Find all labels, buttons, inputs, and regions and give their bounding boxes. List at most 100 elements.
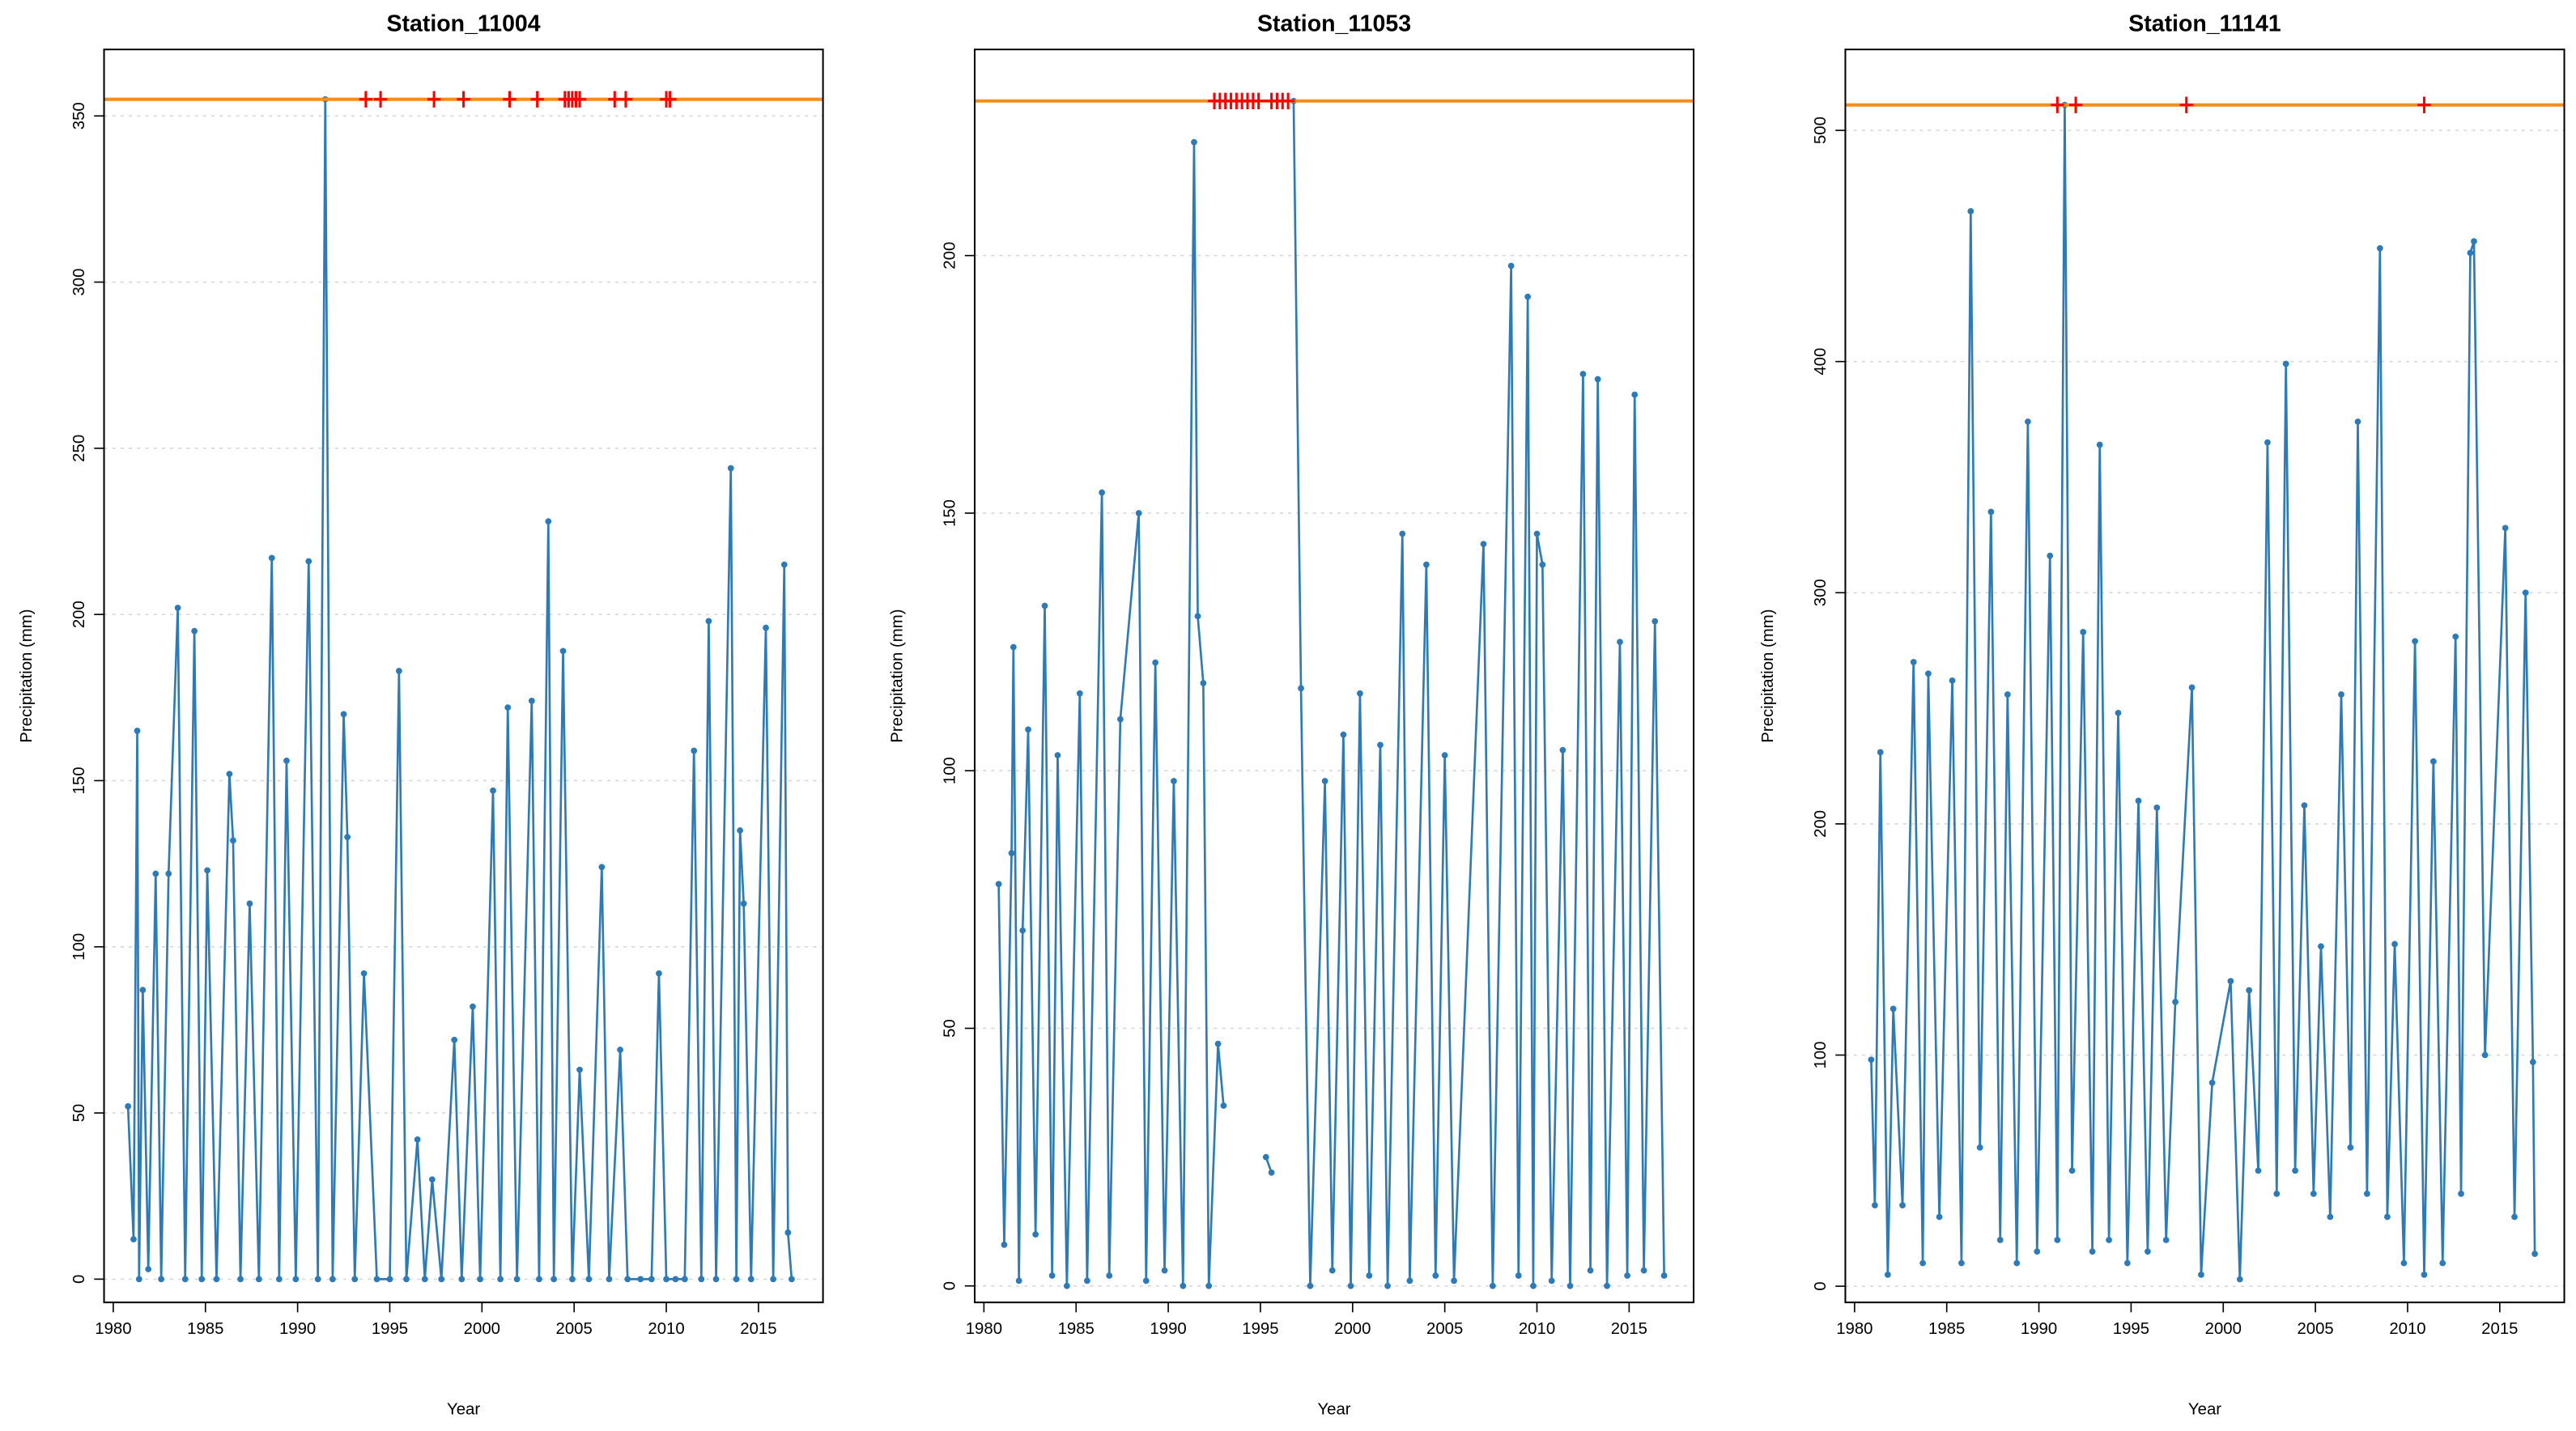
data-point [2452, 633, 2459, 640]
data-point [705, 618, 712, 625]
x-tick-label: 2015 [740, 1320, 776, 1338]
data-point [1489, 1282, 1496, 1289]
data-point [2153, 805, 2161, 811]
data-point [2264, 439, 2271, 446]
data-point [1877, 749, 1884, 756]
data-point [1889, 1005, 1897, 1013]
data-point [1010, 643, 1017, 651]
x-tick-label: 1990 [1150, 1320, 1186, 1338]
data-point [1660, 1272, 1668, 1279]
data-point [513, 1276, 521, 1283]
data-point [1868, 1056, 1875, 1064]
y-tick-label: 100 [1812, 1042, 1830, 1069]
y-tick-label: 150 [70, 766, 88, 794]
data-point [1566, 1282, 1574, 1289]
x-tick-label: 2015 [2481, 1320, 2518, 1338]
data-point [559, 648, 567, 655]
data-point [386, 1276, 393, 1283]
data-point [1191, 138, 1197, 146]
line [997, 142, 1225, 1286]
data-point [360, 970, 368, 977]
data-point [255, 1276, 262, 1283]
data-point [624, 1276, 631, 1283]
data-point [2376, 244, 2383, 252]
data-point [698, 1276, 705, 1283]
y-tick-label: 300 [70, 269, 88, 296]
data-point [1366, 1272, 1373, 1279]
data-point [1539, 561, 1546, 568]
data-point [351, 1276, 359, 1283]
data-point [2080, 628, 2087, 635]
data-point [2172, 998, 2179, 1005]
data-point [340, 711, 347, 718]
data-point [305, 558, 312, 565]
x-tick-label: 2015 [1611, 1320, 1647, 1338]
data-point [2096, 441, 2103, 448]
data-point [2013, 1259, 2021, 1267]
data-point [1559, 746, 1566, 754]
data-point [1587, 1267, 1594, 1274]
data-point [2384, 1213, 2391, 1221]
data-point [1025, 726, 1031, 733]
x-tick-label: 1985 [1058, 1320, 1095, 1338]
data-point [2208, 1079, 2216, 1086]
x-axis-label: Year [2188, 1401, 2221, 1419]
x-tick-label: 2005 [1426, 1320, 1463, 1338]
data-point [2481, 1051, 2489, 1059]
data-point [1008, 850, 1015, 856]
data-point [780, 561, 788, 568]
data-point [2354, 418, 2361, 425]
data-point [2054, 1237, 2061, 1243]
line [1870, 104, 2536, 1280]
flag-marker [2051, 96, 2064, 113]
plot-frame [103, 49, 824, 1304]
data-point [1220, 1102, 1227, 1109]
data-point [1152, 659, 1159, 666]
flag-marker [427, 91, 441, 108]
data-point [314, 1276, 321, 1283]
data-point [130, 1236, 137, 1242]
x-tick-label: 1985 [187, 1320, 223, 1338]
data-point [2145, 1248, 2151, 1255]
data-point [158, 1276, 164, 1283]
y-tick-label: 0 [942, 1281, 959, 1290]
x-axis-label: Year [1317, 1401, 1350, 1419]
data-point [1268, 1169, 1275, 1176]
flag-marker [359, 91, 373, 108]
data-point [789, 1276, 795, 1283]
data-point [1651, 618, 1659, 625]
data-point [2301, 802, 2308, 809]
x-tick-label: 1990 [2021, 1320, 2057, 1338]
data-point [569, 1276, 576, 1283]
y-tick-label: 150 [942, 499, 959, 527]
y-tick-label: 0 [70, 1275, 88, 1284]
data-point [2471, 238, 2477, 245]
data-point [414, 1136, 421, 1143]
data-point [152, 870, 159, 877]
data-point [784, 1229, 792, 1236]
data-point [125, 1102, 132, 1110]
data-point [275, 1276, 283, 1283]
data-point [1507, 262, 1515, 270]
flag-marker [2068, 96, 2083, 113]
data-point [1910, 659, 1917, 665]
data-point [1524, 293, 1531, 300]
data-point [1084, 1277, 1090, 1285]
y-tick-label: 50 [942, 1019, 959, 1038]
y-tick-label: 200 [1812, 810, 1830, 838]
data-point [1298, 685, 1304, 692]
data-point [139, 987, 147, 994]
data-point [2068, 1167, 2076, 1174]
data-point [373, 1276, 380, 1283]
data-point [1515, 1272, 1522, 1279]
flag-marker [457, 91, 470, 108]
y-tick-label: 300 [1812, 579, 1830, 606]
x-tick-label: 1980 [95, 1320, 131, 1338]
data-point [2412, 638, 2418, 645]
data-point [1048, 1272, 1056, 1279]
data-point [1357, 690, 1363, 697]
data-point [995, 881, 1002, 888]
data-point [1135, 510, 1142, 516]
data-point [1976, 1144, 1983, 1151]
